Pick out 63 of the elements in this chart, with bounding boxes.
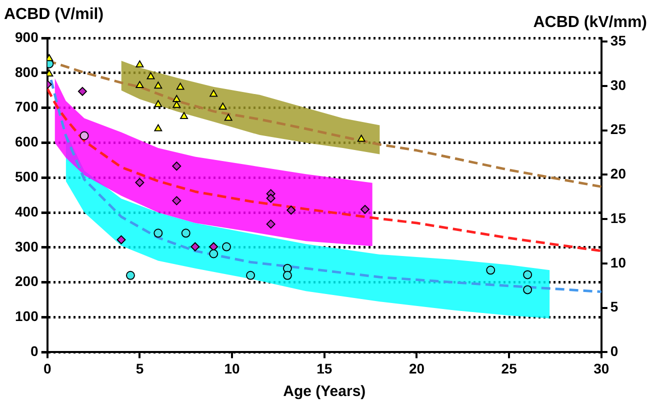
point xyxy=(266,194,276,203)
point xyxy=(116,235,126,244)
point xyxy=(282,270,292,280)
point xyxy=(154,82,162,89)
y-tick-label: 700 xyxy=(15,98,39,115)
point xyxy=(176,82,184,90)
point xyxy=(78,86,87,96)
point xyxy=(136,80,144,88)
y-tick-label: 100 xyxy=(15,308,39,324)
point xyxy=(486,266,496,275)
point xyxy=(154,228,163,238)
y2-tick-label: 35 xyxy=(610,32,626,48)
point xyxy=(136,60,144,68)
x-tick-label: 30 xyxy=(594,360,610,376)
y-tick-label: 600 xyxy=(15,134,39,150)
point xyxy=(181,228,190,238)
x-axis-title: Age (Years) xyxy=(283,383,366,400)
y-axis-title: ACBD (V/mil) xyxy=(4,6,104,24)
y-tick-label: 0 xyxy=(30,343,39,360)
y-tick-label: 300 xyxy=(15,238,39,254)
point xyxy=(523,270,532,280)
y2-tick-label: 5 xyxy=(610,298,618,315)
y2-tick-label: 20 xyxy=(610,166,626,182)
point xyxy=(135,178,144,188)
point xyxy=(286,206,296,215)
x-tick-label: 5 xyxy=(136,360,144,376)
y2-tick-label: 15 xyxy=(610,210,626,226)
point xyxy=(172,196,182,206)
point xyxy=(154,100,162,108)
point xyxy=(126,270,135,280)
y2-tick-label: 25 xyxy=(610,121,626,138)
x-tick-label: 25 xyxy=(501,360,518,376)
point xyxy=(224,114,232,121)
x-tick-label: 0 xyxy=(43,360,52,376)
y-tick-label: 400 xyxy=(15,203,39,220)
point xyxy=(180,112,188,120)
point xyxy=(190,242,200,252)
point xyxy=(154,124,162,132)
point xyxy=(218,102,227,110)
point xyxy=(357,134,366,142)
y2-tick-label: 30 xyxy=(610,76,626,93)
x-tick-label: 15 xyxy=(316,360,332,376)
point xyxy=(146,72,155,80)
point xyxy=(210,90,218,97)
point xyxy=(172,94,181,102)
y-tick-label: 900 xyxy=(15,28,39,45)
y-tick-label: 500 xyxy=(15,168,39,185)
y2-tick-label: 10 xyxy=(610,254,626,270)
y-tick-label: 800 xyxy=(15,64,39,80)
point xyxy=(523,285,532,294)
x-tick-label: 20 xyxy=(408,360,425,376)
point xyxy=(80,131,89,140)
x-tick-label: 10 xyxy=(224,360,240,376)
point xyxy=(246,270,256,280)
y2-axis-title: ACBD (kV/mm) xyxy=(533,14,647,32)
y-tick-label: 200 xyxy=(15,273,39,290)
y2-tick-label: 0 xyxy=(610,343,618,360)
point xyxy=(266,220,276,229)
point xyxy=(172,162,182,171)
point xyxy=(222,242,232,252)
point xyxy=(360,204,370,214)
point xyxy=(209,249,218,258)
point xyxy=(172,100,181,108)
